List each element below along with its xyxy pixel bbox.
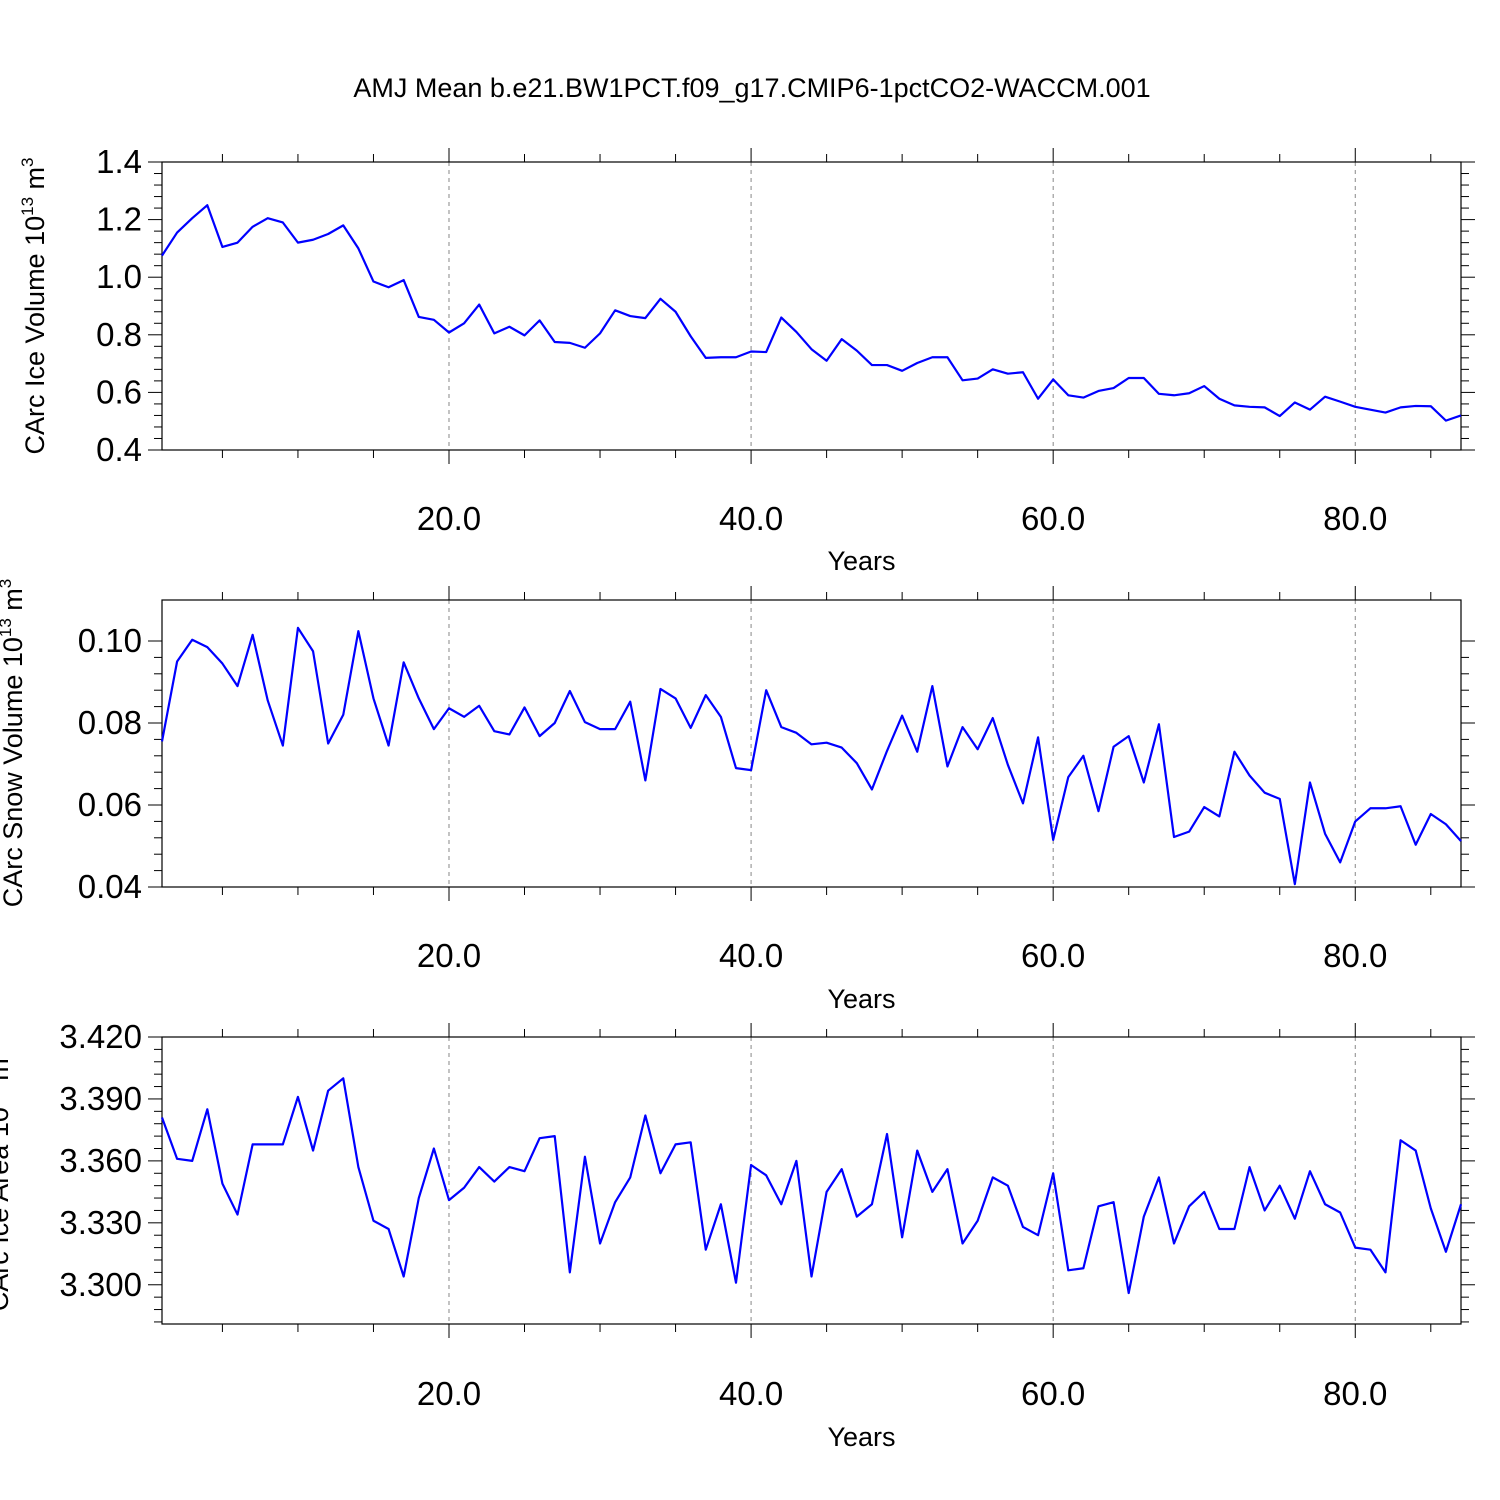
plot-frame bbox=[161, 1036, 1462, 1325]
x-tick-label: 80.0 bbox=[1323, 500, 1387, 537]
y-tick-label: 0.08 bbox=[78, 704, 142, 741]
y-tick-label: 1.0 bbox=[96, 258, 142, 295]
plot-frame bbox=[161, 599, 1462, 888]
y-tick-label: 3.360 bbox=[59, 1142, 142, 1179]
series-line bbox=[160, 1077, 1463, 1295]
x-axis-label: Years bbox=[827, 546, 895, 576]
x-tick-label: 60.0 bbox=[1021, 500, 1085, 537]
plot-frame bbox=[161, 161, 1462, 451]
x-tick-label: 20.0 bbox=[417, 1375, 481, 1412]
x-tick-label: 20.0 bbox=[417, 937, 481, 974]
x-axis-label: Years bbox=[827, 984, 895, 1014]
y-tick-label: 0.06 bbox=[78, 786, 142, 823]
y-tick-label: 3.300 bbox=[59, 1266, 142, 1303]
x-tick-label: 20.0 bbox=[417, 500, 481, 537]
y-tick-label: 0.6 bbox=[96, 373, 142, 410]
series-line bbox=[161, 204, 1462, 422]
y-tick-label: 3.420 bbox=[59, 1018, 142, 1055]
y-tick-label: 3.390 bbox=[59, 1080, 142, 1117]
y-tick-label: 1.4 bbox=[96, 143, 142, 180]
series-line bbox=[160, 626, 1462, 886]
y-axis-label: CArc Ice Volume 1013 m3 bbox=[18, 157, 50, 454]
panel-snow-volume: 20.0 40.0 60.0 80.0 0.04 0.06 0.08 0.10 Years CAr… bbox=[0, 579, 1475, 1014]
y-tick-label: 0.4 bbox=[96, 431, 142, 468]
y-tick-label: 0.10 bbox=[78, 622, 142, 659]
x-tick-label: 80.0 bbox=[1323, 1375, 1387, 1412]
y-axis-label: CArc Snow Volume 1013 m3 bbox=[0, 579, 28, 908]
y-tick-label: 3.330 bbox=[59, 1204, 142, 1241]
x-tick-label: 60.0 bbox=[1021, 1375, 1085, 1412]
panel-ice-volume: 20.0 40.0 60.0 80.0 0.4 0.6 0.8 1.0 1.2 1.4 Years C… bbox=[18, 143, 1475, 576]
x-axis-label: Years bbox=[827, 1422, 895, 1452]
x-tick-label: 40.0 bbox=[719, 1375, 783, 1412]
x-tick-label: 60.0 bbox=[1021, 937, 1085, 974]
panel-ice-area: 20.0 40.0 60.0 80.0 3.300 3.330 3.360 3.390 3.42… bbox=[0, 1018, 1475, 1452]
y-tick-label: 1.2 bbox=[96, 201, 142, 238]
x-tick-label: 80.0 bbox=[1323, 937, 1387, 974]
x-tick-label: 40.0 bbox=[719, 500, 783, 537]
x-tick-label: 40.0 bbox=[719, 937, 783, 974]
y-axis-label: CArc Ice Area 1013 m2 bbox=[0, 1049, 14, 1312]
y-tick-label: 0.8 bbox=[96, 316, 142, 353]
y-tick-label: 0.04 bbox=[78, 868, 142, 905]
chart-title: AMJ Mean b.e21.BW1PCT.f09_g17.CMIP6-1pct… bbox=[353, 73, 1150, 103]
